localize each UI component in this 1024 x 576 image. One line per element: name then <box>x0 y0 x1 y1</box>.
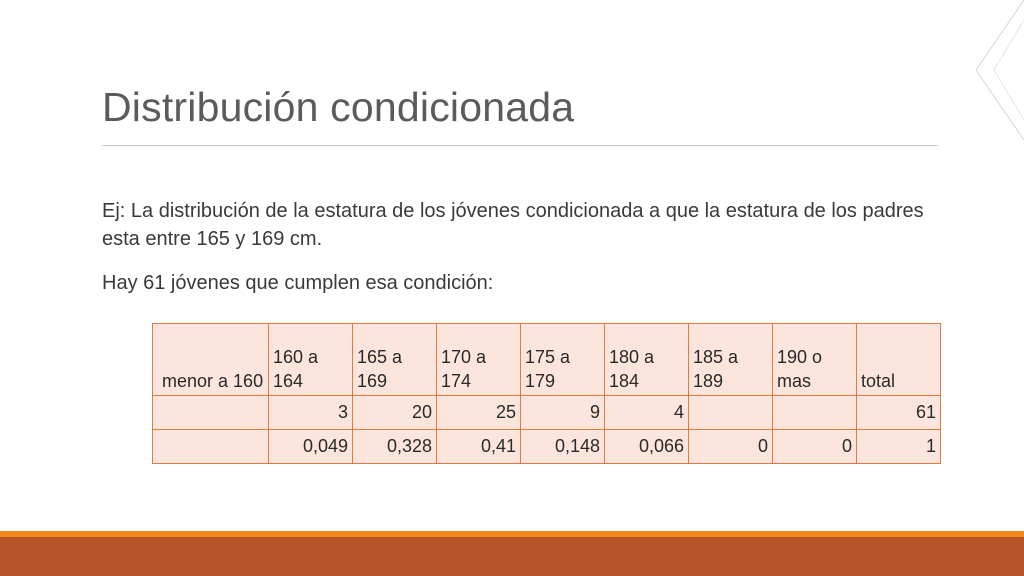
header-label: 185 a 189 <box>693 347 739 391</box>
count-cell: 4 <box>604 395 689 430</box>
frequency-cell: 0,328 <box>352 429 437 464</box>
slide-title: Distribución condicionada <box>102 84 575 130</box>
table-header-row: menor a 160 160 a 164 165 a 169 170 a 17… <box>152 323 941 396</box>
title-divider <box>102 145 938 146</box>
header-cell: 185 a 189 <box>688 323 773 396</box>
header-cell: menor a 160 <box>152 323 269 396</box>
table-row-counts: 3 20 25 9 4 61 <box>152 395 941 430</box>
count-cell: 3 <box>268 395 353 430</box>
paragraph-example: Ej: La distribución de la estatura de lo… <box>102 200 924 250</box>
frequency-cell: 0,41 <box>436 429 521 464</box>
count-cell: 61 <box>856 395 941 430</box>
frequency-cell <box>152 429 269 464</box>
distribution-table: menor a 160 160 a 164 165 a 169 170 a 17… <box>152 323 941 464</box>
frequency-cell: 0,148 <box>520 429 605 464</box>
corner-chevron-decoration <box>975 0 1024 140</box>
table-row-frequencies: 0,049 0,328 0,41 0,148 0,066 0 0 1 <box>152 429 941 464</box>
header-label: total <box>861 371 896 391</box>
header-label: 180 a 184 <box>609 347 655 391</box>
header-cell: 165 a 169 <box>352 323 437 396</box>
count-cell <box>772 395 857 430</box>
header-cell: 170 a 174 <box>436 323 521 396</box>
header-label: 170 a 174 <box>441 347 487 391</box>
header-label: 160 a 164 <box>273 347 319 391</box>
count-cell: 25 <box>436 395 521 430</box>
header-label: menor a 160 <box>157 371 264 391</box>
frequency-cell: 0,066 <box>604 429 689 464</box>
header-label: 175 a 179 <box>525 347 571 391</box>
frequency-cell: 0 <box>688 429 773 464</box>
frequency-cell: 0 <box>772 429 857 464</box>
count-cell: 20 <box>352 395 437 430</box>
header-cell: total <box>856 323 941 396</box>
footer-accent-stripe <box>0 531 1024 537</box>
header-cell: 190 o mas <box>772 323 857 396</box>
count-cell <box>152 395 269 430</box>
paragraph-condition: Hay 61 jóvenes que cumplen esa condición… <box>102 272 494 294</box>
count-cell <box>688 395 773 430</box>
frequency-cell: 1 <box>856 429 941 464</box>
header-cell: 160 a 164 <box>268 323 353 396</box>
header-cell: 180 a 184 <box>604 323 689 396</box>
header-cell: 175 a 179 <box>520 323 605 396</box>
header-label: 190 o mas <box>777 347 823 391</box>
frequency-cell: 0,049 <box>268 429 353 464</box>
footer-bar <box>0 537 1024 576</box>
header-label: 165 a 169 <box>357 347 403 391</box>
count-cell: 9 <box>520 395 605 430</box>
